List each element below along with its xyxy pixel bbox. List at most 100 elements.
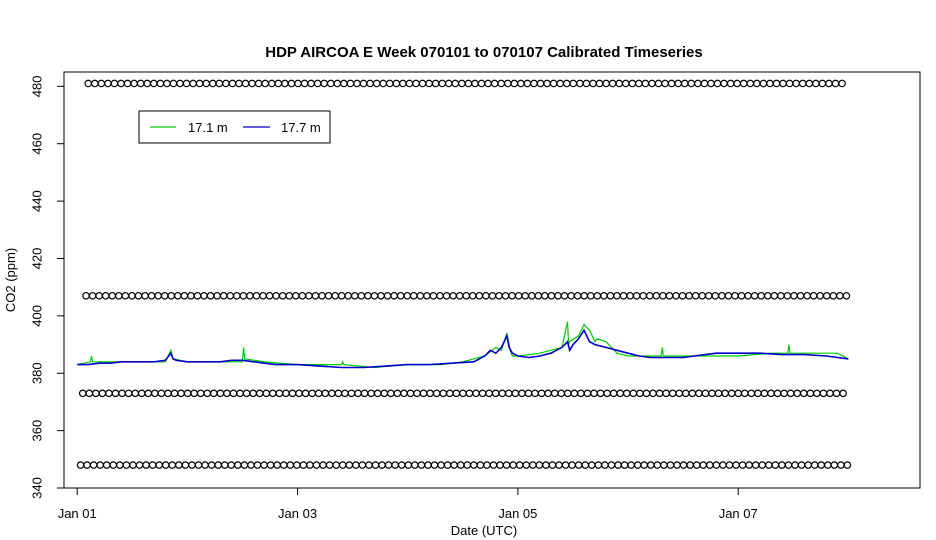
marker-row1-point-63 [495, 291, 503, 300]
marker-row0-point-62 [490, 79, 499, 88]
marker-row3-point-72 [548, 461, 557, 469]
marker-row2-point-81 [609, 389, 618, 398]
marker-row1-point-27 [259, 291, 267, 300]
marker-row3-point-61 [476, 461, 485, 469]
marker-row3-point-80 [601, 461, 609, 469]
marker-row2-point-113 [819, 389, 828, 398]
marker-row3-point-54 [430, 461, 439, 469]
marker-row0-point-73 [562, 79, 571, 88]
marker-row0-point-14 [176, 79, 184, 88]
marker-row2-point-18 [196, 389, 205, 398]
marker-row2-point-115 [832, 389, 841, 398]
marker-row3-point-111 [804, 461, 812, 469]
marker-row0-point-27 [261, 79, 270, 88]
marker-row0-point-32 [294, 79, 302, 88]
marker-row0-point-90 [674, 79, 682, 88]
marker-row1-point-41 [350, 291, 359, 300]
marker-row2-point-35 [308, 389, 316, 398]
marker-row1-point-58 [462, 291, 471, 300]
marker-row3-point-30 [273, 461, 281, 469]
marker-row1-point-32 [291, 291, 300, 300]
marker-row3-point-101 [738, 461, 747, 469]
marker-row1-point-97 [718, 291, 726, 300]
marker-row1-point-104 [763, 291, 772, 300]
marker-row3-point-6 [116, 461, 124, 469]
marker-row3-point-49 [397, 461, 406, 469]
marker-row0-point-24 [241, 79, 250, 88]
marker-row2-point-16 [183, 389, 192, 398]
marker-row0-point-2 [97, 79, 106, 88]
marker-row3-point-112 [810, 461, 819, 469]
marker-row3-point-46 [378, 461, 386, 469]
marker-row2-point-65 [505, 389, 513, 398]
marker-row0-point-39 [340, 79, 348, 88]
marker-row1-point-26 [252, 291, 261, 300]
marker-row2-point-8 [131, 389, 139, 398]
marker-row1-point-70 [541, 291, 549, 300]
marker-row1-point-36 [318, 291, 326, 300]
marker-row1-point-14 [174, 291, 182, 300]
marker-row0-point-99 [733, 79, 741, 88]
marker-row1-point-2 [95, 291, 103, 300]
marker-row0-point-91 [680, 79, 689, 88]
marker-row2-point-108 [786, 389, 795, 398]
marker-row0-point-89 [667, 79, 676, 88]
marker-row0-point-78 [595, 79, 604, 88]
marker-row3-point-109 [791, 461, 799, 469]
marker-row3-point-51 [411, 461, 419, 469]
marker-row0-point-56 [451, 79, 460, 88]
marker-row2-point-14 [170, 389, 179, 398]
marker-row1-point-64 [501, 291, 510, 300]
marker-row0-point-95 [707, 79, 715, 88]
marker-row3-point-95 [699, 461, 708, 469]
marker-row3-point-16 [181, 461, 190, 469]
marker-row0-point-15 [182, 79, 191, 88]
marker-row0-point-74 [569, 79, 578, 88]
marker-row0-point-88 [661, 79, 669, 88]
marker-row3-point-27 [253, 461, 262, 469]
marker-row3-point-104 [758, 461, 767, 469]
marker-row2-point-85 [636, 389, 644, 398]
legend-label-17-1m: 17.1 m [188, 120, 228, 135]
marker-row2-point-106 [773, 389, 782, 398]
marker-row1-point-100 [737, 291, 746, 300]
marker-row3-point-114 [823, 461, 832, 469]
marker-row1-point-50 [409, 291, 418, 300]
marker-row0-point-66 [517, 79, 525, 88]
marker-row2-point-68 [524, 389, 533, 398]
x-tick-label-0: Jan 01 [58, 506, 97, 521]
marker-row3-point-2 [89, 461, 98, 469]
marker-row0-point-79 [602, 79, 610, 88]
marker-row1-point-99 [731, 291, 739, 300]
marker-row2-point-114 [826, 389, 834, 398]
marker-row2-point-96 [708, 389, 716, 398]
marker-row1-point-57 [455, 291, 464, 300]
marker-row2-point-7 [124, 389, 133, 398]
marker-row1-point-84 [632, 291, 641, 300]
marker-row2-point-15 [177, 389, 185, 398]
marker-row2-point-116 [839, 389, 847, 398]
marker-row1-point-89 [665, 291, 674, 300]
marker-row0-point-60 [477, 79, 486, 88]
marker-row0-point-31 [287, 79, 296, 88]
y-axis-label: CO2 (ppm) [3, 248, 18, 312]
marker-row3-point-41 [345, 461, 354, 469]
marker-row3-point-67 [515, 461, 524, 469]
marker-row0-point-33 [300, 79, 309, 88]
marker-row2-point-34 [301, 389, 310, 398]
marker-row1-point-35 [311, 291, 320, 300]
marker-row0-point-48 [399, 79, 407, 88]
marker-row1-point-6 [121, 291, 130, 300]
marker-row1-point-16 [187, 291, 195, 300]
marker-row1-point-115 [836, 291, 844, 300]
marker-row3-point-90 [666, 461, 675, 469]
marker-row0-point-61 [484, 79, 492, 88]
marker-row2-point-5 [111, 389, 120, 398]
marker-row3-point-56 [443, 461, 452, 469]
marker-row2-point-93 [688, 389, 697, 398]
marker-row3-point-75 [568, 461, 576, 469]
y-tick-label-480: 480 [29, 75, 44, 97]
marker-row1-point-66 [514, 291, 523, 300]
marker-row1-point-94 [698, 291, 706, 300]
marker-row2-point-59 [465, 389, 474, 398]
